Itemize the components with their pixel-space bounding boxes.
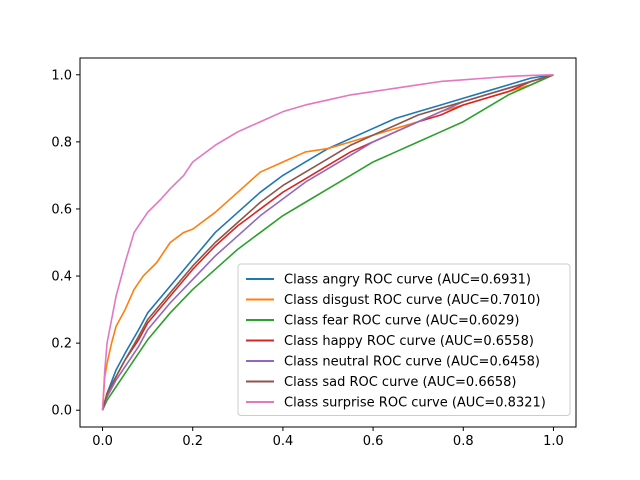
x-tick-label: 0.8 [453,434,474,449]
axes-frame [79,57,577,428]
legend-label-4: Class neutral ROC curve (AUC=0.6458) [284,355,540,370]
legend-label-1: Class disgust ROC curve (AUC=0.7010) [284,293,541,308]
y-tick-label: 1.0 [51,68,72,83]
series-line-0 [101,73,554,411]
y-tick-label: 0.4 [51,270,72,285]
legend: Class angry ROC curve (AUC=0.6931) Class … [237,263,571,416]
x-tick-label: 0.2 [182,434,203,449]
axes: 0.0 0.2 0.4 0.6 0.8 1.0 0.0 0.2 0.4 0.6 0.8 1.0 [51,57,577,449]
y-tick-label: 0.0 [51,404,72,419]
plot-area [101,73,554,411]
series-line-2 [101,74,554,411]
legend-label-0: Class angry ROC curve (AUC=0.6931) [284,273,531,288]
series-line-3 [101,74,554,411]
x-tick-label: 1.0 [543,434,564,449]
legend-label-6: Class surprise ROC curve (AUC=0.8321) [284,396,546,411]
x-tick-label: 0.0 [92,434,113,449]
legend-box [237,263,571,416]
legend-label-5: Class sad ROC curve (AUC=0.6658) [284,375,517,390]
legend-label-2: Class fear ROC curve (AUC=0.6029) [284,314,519,329]
y-tick-label: 0.2 [51,337,72,352]
y-tick-label: 0.6 [51,202,72,217]
x-tick-label: 0.4 [273,434,294,449]
series-line-1 [101,74,554,411]
x-tick-label: 0.6 [363,434,384,449]
series-line-5 [101,74,554,411]
legend-label-3: Class happy ROC curve (AUC=0.6558) [284,334,534,349]
y-tick-label: 0.8 [51,135,72,150]
series-line-6 [101,73,554,411]
